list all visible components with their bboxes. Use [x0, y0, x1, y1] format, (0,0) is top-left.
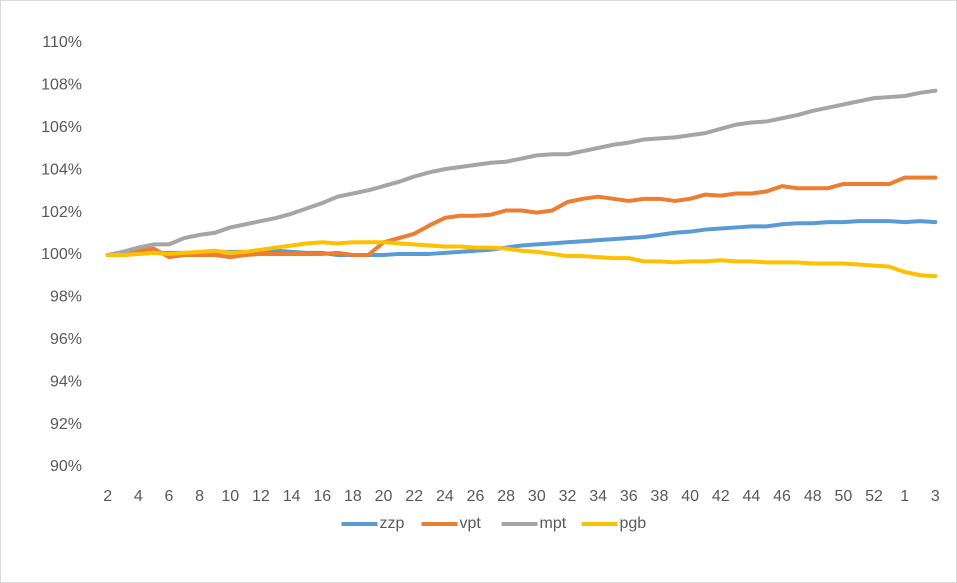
x-tick-label: 28 — [497, 488, 515, 505]
x-tick-label: 14 — [283, 488, 301, 505]
x-tick-label: 3 — [931, 488, 940, 505]
x-tick-label: 32 — [559, 488, 577, 505]
x-tick-label: 26 — [467, 488, 485, 505]
x-tick-label: 38 — [651, 488, 669, 505]
y-tick-label: 100% — [41, 246, 82, 263]
y-tick-label: 96% — [50, 331, 82, 348]
series-line — [105, 175, 938, 260]
legend-label: vpt — [460, 515, 482, 532]
x-tick-label: 16 — [313, 488, 331, 505]
series-line — [105, 88, 938, 257]
y-tick-label: 94% — [50, 373, 82, 390]
y-tick-label: 106% — [41, 119, 82, 136]
legend-label: mpt — [540, 515, 567, 532]
x-tick-label: 52 — [865, 488, 883, 505]
x-tick-label: 36 — [620, 488, 638, 505]
legend-label: zzp — [380, 515, 405, 532]
x-tick-label: 50 — [834, 488, 852, 505]
y-tick-label: 90% — [50, 458, 82, 475]
x-tick-label: 44 — [743, 488, 761, 505]
y-tick-label: 102% — [41, 204, 82, 221]
x-tick-label: 1 — [900, 488, 909, 505]
x-tick-label: 20 — [375, 488, 393, 505]
x-tick-label: 34 — [589, 488, 607, 505]
y-tick-label: 104% — [41, 161, 82, 178]
x-tick-label: 48 — [804, 488, 822, 505]
x-tick-label: 10 — [221, 488, 239, 505]
x-tick-label: 30 — [528, 488, 546, 505]
y-tick-label: 110% — [42, 34, 82, 51]
x-tick-label: 18 — [344, 488, 362, 505]
y-tick-label: 92% — [50, 416, 82, 433]
x-tick-label: 46 — [773, 488, 791, 505]
y-tick-label: 108% — [41, 77, 82, 94]
x-tick-label: 6 — [165, 488, 174, 505]
legend-label: pgb — [620, 515, 647, 532]
x-tick-label: 2 — [103, 488, 112, 505]
x-tick-label: 22 — [405, 488, 423, 505]
x-tick-label: 12 — [252, 488, 270, 505]
x-tick-label: 42 — [712, 488, 730, 505]
x-tick-label: 24 — [436, 488, 454, 505]
x-tick-label: 8 — [195, 488, 204, 505]
x-tick-label: 40 — [681, 488, 699, 505]
x-tick-label: 4 — [134, 488, 143, 505]
series-line — [105, 240, 938, 279]
y-tick-label: 98% — [50, 289, 82, 306]
